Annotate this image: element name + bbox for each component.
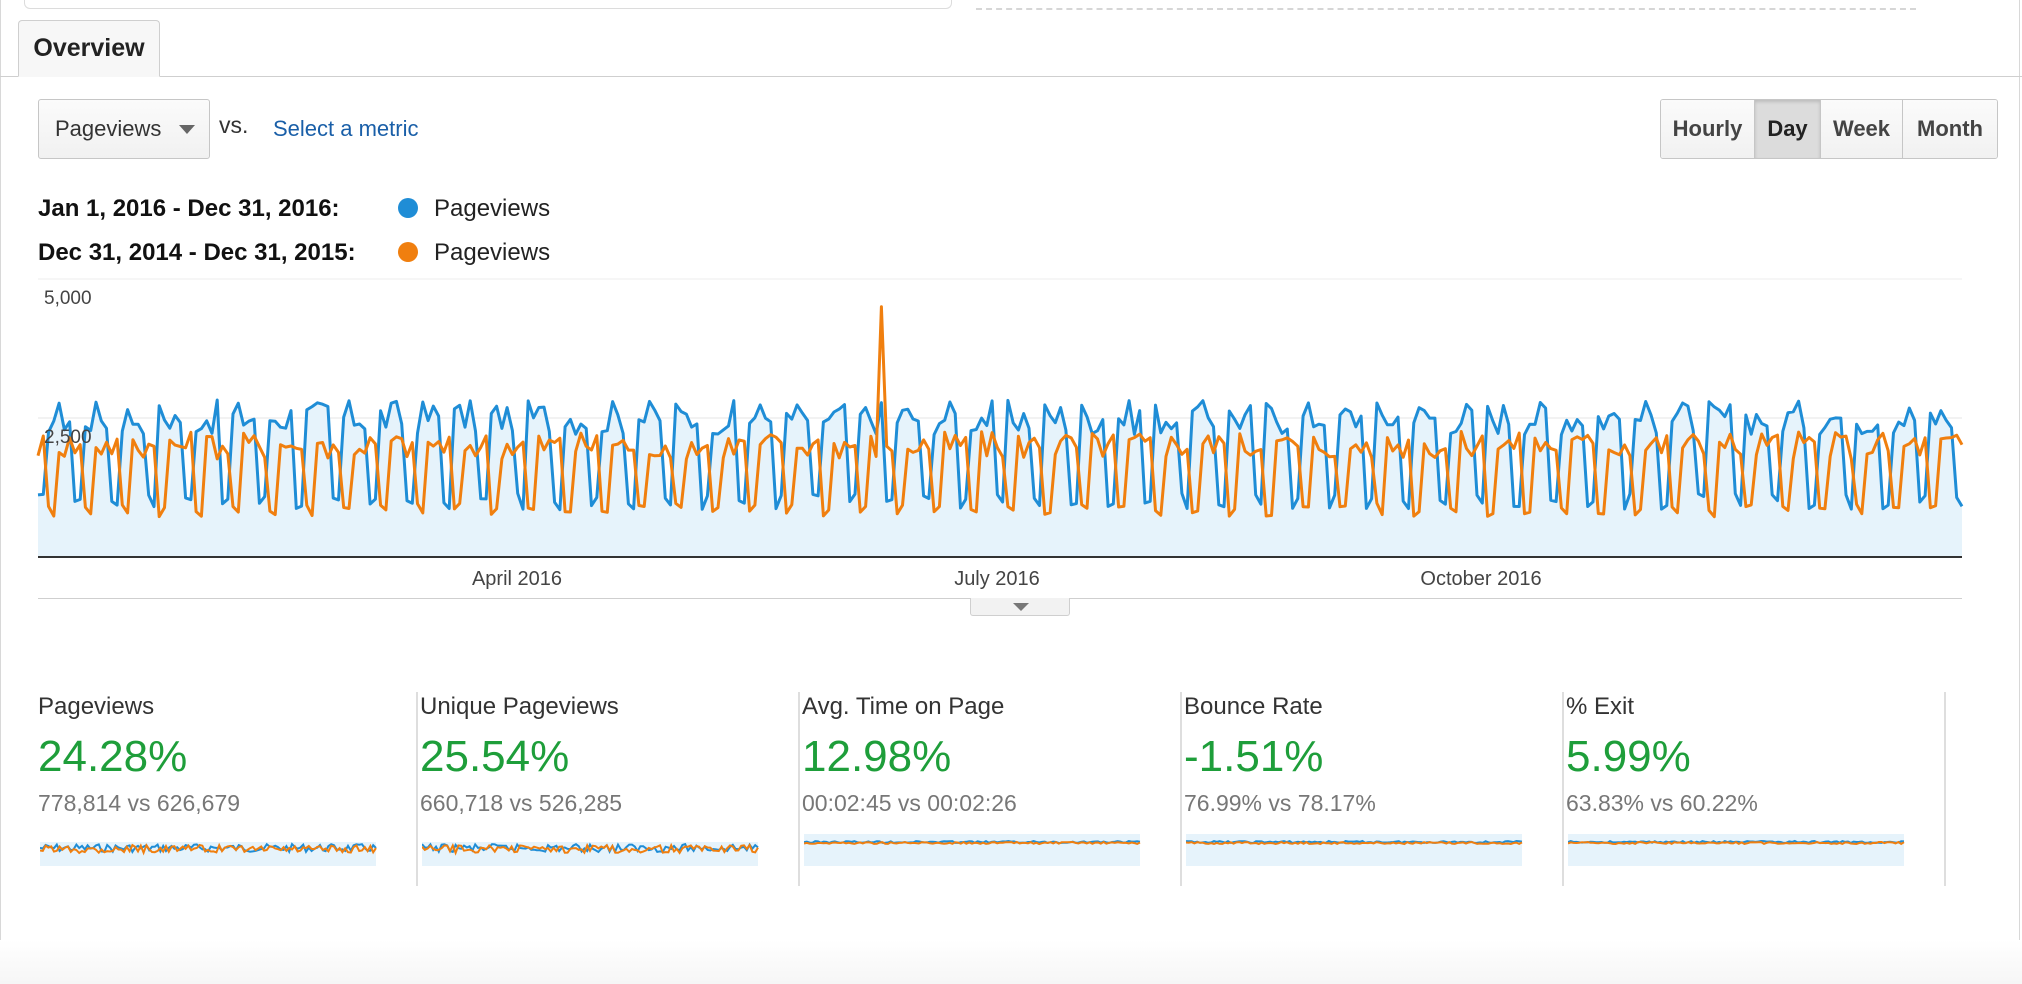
metric-dropdown[interactable]: Pageviews <box>38 99 210 159</box>
granularity-toggle: Hourly Day Week Month <box>1660 99 1998 159</box>
y-tick-label-mid: 2,500 <box>44 427 92 448</box>
top-panel-edge <box>24 0 952 9</box>
scorecard-compare: 76.99% vs 78.17% <box>1184 790 1376 816</box>
series-layer <box>36 305 1964 557</box>
scorecard-compare: 00:02:45 vs 00:02:26 <box>802 790 1017 816</box>
scorecard-change: 5.99% <box>1566 732 1691 781</box>
top-panel-dashed-edge <box>976 0 1916 10</box>
sparkline-fill <box>40 842 376 866</box>
sparkline <box>804 834 1141 866</box>
scorecard-compare: 63.83% vs 60.22% <box>1566 790 1758 816</box>
series-line-previous <box>36 305 1964 519</box>
legend-range-previous: Dec 31, 2014 - Dec 31, 2015: <box>38 239 356 266</box>
granularity-day-button[interactable]: Day <box>1755 100 1821 158</box>
series-line-current <box>37 398 1964 512</box>
tab-overview[interactable]: Overview <box>18 20 160 77</box>
scorecard-divider <box>798 692 800 886</box>
x-tick-label-october: October 2016 <box>1420 568 1541 590</box>
scorecard-bounce-rate[interactable]: Bounce Rate -1.51% 76.99% vs 78.17% <box>1184 690 1564 886</box>
scorecard-compare: 660,718 vs 526,285 <box>420 790 623 816</box>
select-a-metric-link[interactable]: Select a metric <box>273 116 419 141</box>
granularity-hourly-button[interactable]: Hourly <box>1661 100 1755 158</box>
x-tick-label-july: July 2016 <box>954 568 1040 590</box>
scorecard-divider <box>1562 692 1564 886</box>
sparkline-fill <box>1186 834 1522 866</box>
granularity-week-button[interactable]: Week <box>1821 100 1903 158</box>
scorecard-change: 24.28% <box>38 732 188 781</box>
scorecard-name: Unique Pageviews <box>420 693 619 720</box>
sparkline-fill <box>1568 834 1904 866</box>
legend-series-current: Pageviews <box>434 195 551 222</box>
scorecard-change: 12.98% <box>802 732 952 781</box>
legend-current-range: Jan 1, 2016 - Dec 31, 2016: Pageviews <box>38 195 550 223</box>
sparkline-previous <box>422 842 759 856</box>
y-tick-label-max: 5,000 <box>44 288 92 309</box>
tab-bar-divider <box>0 76 2022 77</box>
collapse-chart-handle[interactable] <box>970 598 1070 616</box>
scorecard-exit[interactable]: % Exit 5.99% 63.83% vs 60.22% <box>1566 690 1946 886</box>
scorecard-name: Pageviews <box>38 693 155 720</box>
scorecard-avg-time-on-page[interactable]: Avg. Time on Page 12.98% 00:02:45 vs 00:… <box>802 690 1182 886</box>
scorecard-change: 25.54% <box>420 732 570 781</box>
sparkline-current <box>40 842 377 855</box>
legend-previous-range: Dec 31, 2014 - Dec 31, 2015: Pageviews <box>38 239 550 267</box>
caret-down-icon <box>1013 603 1029 611</box>
scorecard-unique-pageviews[interactable]: Unique Pageviews 25.54% 660,718 vs 526,2… <box>420 690 800 886</box>
sparkline <box>1186 834 1523 866</box>
sparkline-previous <box>40 842 377 856</box>
vs-label: vs. <box>219 112 249 138</box>
scorecard-compare: 778,814 vs 626,679 <box>38 790 241 816</box>
sparkline <box>40 842 377 866</box>
x-tick-label-april: April 2016 <box>472 568 562 590</box>
scorecard-name: Bounce Rate <box>1184 693 1323 720</box>
chevron-down-icon <box>179 125 195 134</box>
sparkline <box>422 842 759 866</box>
scorecard-divider <box>416 692 418 886</box>
legend-range-current: Jan 1, 2016 - Dec 31, 2016: <box>38 195 340 222</box>
scorecard-pageviews[interactable]: Pageviews 24.28% 778,814 vs 626,679 <box>38 690 418 886</box>
scorecard-name: Avg. Time on Page <box>802 693 1005 720</box>
legend-dot-current <box>398 198 418 218</box>
granularity-month-button[interactable]: Month <box>1903 100 1997 158</box>
legend-dot-previous <box>398 242 418 262</box>
sparkline <box>1568 834 1905 866</box>
scorecard-divider <box>1944 692 1946 886</box>
sparkline-fill <box>804 834 1140 866</box>
sparkline-previous <box>1568 840 1905 846</box>
metric-dropdown-value: Pageviews <box>55 116 162 141</box>
sparkline-previous <box>804 840 1141 846</box>
scorecard-change: -1.51% <box>1184 732 1324 781</box>
scorecard-divider <box>1180 692 1182 886</box>
series-area-current <box>38 400 1962 557</box>
footer-fade <box>0 940 2022 984</box>
sparkline-current <box>1186 839 1523 845</box>
scorecard-name: % Exit <box>1566 693 1635 720</box>
pageviews-line-chart: 5,000 2,500 April 2016 July 2016 October… <box>36 278 1964 590</box>
legend-series-previous: Pageviews <box>434 239 551 266</box>
sparkline-previous <box>1186 840 1523 846</box>
